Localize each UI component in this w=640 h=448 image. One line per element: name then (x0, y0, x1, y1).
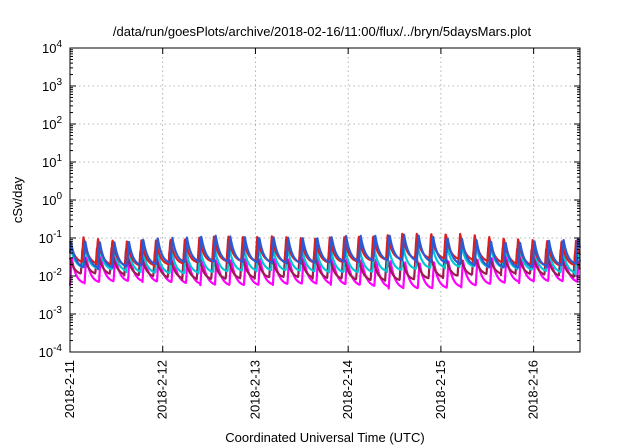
x-tick-label: 2018-2-12 (155, 360, 170, 419)
x-axis: 2018-2-11 2018-2-12 2018-2-13 2018-2-14 2018… (62, 48, 541, 419)
y-tick-label: 10-2 (39, 267, 63, 284)
grid-lines (70, 48, 580, 352)
chart-title: /data/run/goesPlots/archive/2018-02-16/1… (113, 24, 532, 39)
x-tick-label: 2018-2-15 (433, 360, 448, 419)
y-tick-label: 10-4 (39, 343, 63, 360)
y-tick-label: 100 (42, 191, 62, 208)
series-line (68, 233, 582, 271)
y-tick-label: 103 (42, 77, 62, 94)
y-tick-label: 104 (42, 39, 62, 56)
y-axis-label: cSv/day (10, 176, 25, 223)
x-tick-label: 2018-2-14 (340, 360, 355, 419)
y-tick-label: 101 (42, 153, 62, 170)
y-axis: 10-4 10-3 10-2 10-1 100 101 102 103 104 (39, 39, 580, 360)
x-tick-label: 2018-2-11 (62, 360, 77, 418)
series-lines (68, 232, 582, 290)
x-axis-label: Coordinated Universal Time (UTC) (225, 430, 424, 445)
series-line (68, 242, 582, 276)
series-line (68, 253, 582, 290)
y-tick-label: 10-1 (39, 229, 63, 246)
x-tick-label: 2018-2-16 (526, 360, 541, 419)
x-tick-label: 2018-2-13 (247, 360, 262, 419)
y-tick-label: 10-3 (39, 305, 63, 322)
y-tick-label: 102 (42, 115, 62, 132)
